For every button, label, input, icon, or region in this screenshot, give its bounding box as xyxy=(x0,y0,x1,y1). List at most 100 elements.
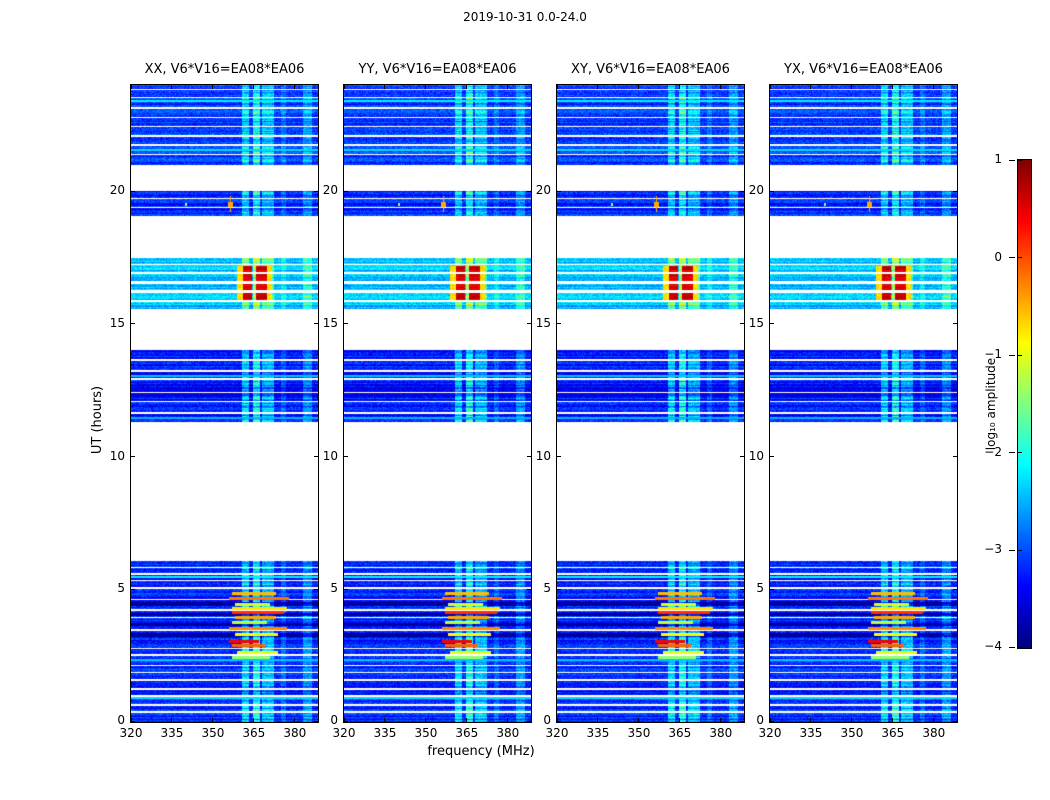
y-tick-label: 10 xyxy=(748,448,764,463)
y-tick-label: 5 xyxy=(117,581,125,596)
y-tick-mark xyxy=(953,720,957,722)
y-tick-mark xyxy=(527,588,531,590)
heatmap-canvas-xy xyxy=(556,84,745,723)
heatmap-canvas-yx xyxy=(769,84,958,723)
colorbar: log₁₀ amplitude 1 0 −1 −2 −3 −4 xyxy=(984,152,1032,653)
x-tick-mark xyxy=(253,85,255,89)
colorbar-tick-label: −3 xyxy=(984,542,1002,557)
colorbar-tick-mark xyxy=(1018,159,1022,161)
y-tick-mark xyxy=(557,588,561,590)
x-tick-label: 380 xyxy=(496,726,520,740)
x-tick-label: 365 xyxy=(668,726,692,740)
figure-title: 2019-10-31 0.0-24.0 xyxy=(463,10,587,24)
colorbar-tick-label: −2 xyxy=(984,444,1002,459)
x-tick-label: 335 xyxy=(799,726,823,740)
panel-title-yy: YY, V6*V16=EA08*EA06 xyxy=(358,62,517,77)
y-tick-mark xyxy=(131,720,135,722)
x-tick-label: 365 xyxy=(455,726,479,740)
x-tick-mark xyxy=(597,85,599,89)
panel-xy: XY, V6*V16=EA08*EA06 320 335 350 365 380 0 5 10… xyxy=(536,62,745,740)
x-tick-mark xyxy=(720,85,722,89)
y-tick-mark xyxy=(131,323,135,325)
y-tick-mark xyxy=(344,190,348,192)
y-tick-mark xyxy=(527,323,531,325)
colorbar-tick-mark xyxy=(1018,452,1022,454)
x-tick-label: 380 xyxy=(709,726,733,740)
y-tick-mark xyxy=(770,456,774,458)
y-tick-mark xyxy=(770,190,774,192)
y-tick-mark xyxy=(131,190,135,192)
x-tick-label: 335 xyxy=(586,726,610,740)
colorbar-tick-label: 1 xyxy=(994,152,1002,166)
y-tick-mark xyxy=(314,456,318,458)
y-tick-label: 5 xyxy=(543,581,551,596)
x-tick-mark xyxy=(130,718,132,722)
x-tick-mark xyxy=(425,718,427,722)
x-tick-mark xyxy=(556,85,558,89)
y-tick-label: 15 xyxy=(109,315,125,330)
x-tick-mark xyxy=(466,85,468,89)
y-axis-label: UT (hours) xyxy=(90,385,105,455)
x-tick-mark xyxy=(507,718,509,722)
x-tick-mark xyxy=(212,718,214,722)
y-tick-mark xyxy=(131,588,135,590)
colorbar-tick-mark xyxy=(1018,646,1022,648)
x-tick-mark xyxy=(171,718,173,722)
x-tick-mark xyxy=(597,718,599,722)
x-tick-mark xyxy=(130,85,132,89)
x-tick-mark xyxy=(556,718,558,722)
x-tick-mark xyxy=(294,85,296,89)
x-tick-mark xyxy=(933,718,935,722)
y-tick-mark xyxy=(527,456,531,458)
colorbar-tick-mark xyxy=(1018,549,1022,551)
panel-xx: XX, V6*V16=EA08*EA06 320 335 350 365 380 0 5 10… xyxy=(110,62,319,740)
panel-title-yx: YX, V6*V16=EA08*EA06 xyxy=(784,62,943,77)
x-tick-mark xyxy=(810,718,812,722)
y-tick-mark xyxy=(740,720,744,722)
y-tick-mark xyxy=(314,720,318,722)
y-tick-mark xyxy=(740,456,744,458)
x-tick-mark xyxy=(294,718,296,722)
x-tick-label: 350 xyxy=(201,726,225,740)
x-tick-mark xyxy=(343,85,345,89)
x-tick-mark xyxy=(384,85,386,89)
y-tick-mark xyxy=(557,456,561,458)
y-tick-mark xyxy=(527,190,531,192)
y-tick-mark xyxy=(953,456,957,458)
y-tick-label: 10 xyxy=(535,448,551,463)
x-tick-mark xyxy=(892,718,894,722)
y-tick-label: 5 xyxy=(330,581,338,596)
y-tick-label: 0 xyxy=(117,713,125,727)
x-axis-label: frequency (MHz) xyxy=(427,744,535,759)
y-tick-label: 0 xyxy=(330,713,338,727)
y-tick-mark xyxy=(740,588,744,590)
x-tick-label: 320 xyxy=(545,726,569,740)
colorbar-tick-mark xyxy=(1009,257,1015,259)
y-tick-mark xyxy=(314,323,318,325)
x-tick-label: 350 xyxy=(840,726,864,740)
x-tick-mark xyxy=(720,718,722,722)
y-tick-label: 15 xyxy=(322,315,338,330)
colorbar-tick-label: −4 xyxy=(984,639,1002,653)
y-tick-mark xyxy=(953,190,957,192)
x-tick-label: 320 xyxy=(758,726,782,740)
y-tick-label: 20 xyxy=(535,183,551,198)
y-tick-mark xyxy=(131,456,135,458)
x-tick-label: 365 xyxy=(242,726,266,740)
y-tick-label: 20 xyxy=(322,183,338,198)
y-tick-mark xyxy=(740,323,744,325)
x-tick-mark xyxy=(212,85,214,89)
x-tick-label: 380 xyxy=(922,726,946,740)
heatmap-canvas-yy xyxy=(343,84,532,723)
y-tick-mark xyxy=(740,190,744,192)
y-tick-mark xyxy=(953,323,957,325)
x-tick-mark xyxy=(466,718,468,722)
y-tick-mark xyxy=(527,720,531,722)
x-tick-mark xyxy=(769,85,771,89)
x-tick-label: 380 xyxy=(283,726,307,740)
panel-yx: YX, V6*V16=EA08*EA06 320 335 350 365 380 0 5 10… xyxy=(749,62,958,740)
x-tick-mark xyxy=(679,718,681,722)
y-tick-label: 15 xyxy=(748,315,764,330)
x-tick-label: 365 xyxy=(881,726,905,740)
